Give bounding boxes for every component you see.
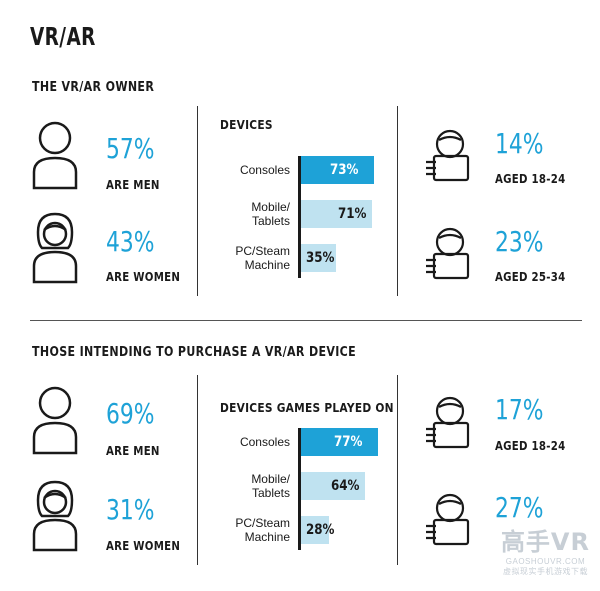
pct-age2-intending: 27% [495, 491, 544, 524]
watermark-tagline: 虚拟现实手机游戏下载 [502, 567, 588, 576]
bar-2 [301, 244, 336, 272]
label-women-intending: ARE WOMEN [106, 539, 181, 553]
label-age2-owner: AGED 25-34 [495, 270, 566, 284]
bar-axis [298, 428, 301, 550]
man-icon [32, 120, 78, 190]
category-label: Consoles [239, 163, 290, 177]
category-label: PC/Steam Machine [235, 516, 290, 544]
label-age1-intending: AGED 18-24 [495, 439, 566, 453]
watermark-logo: 高手VR [500, 528, 590, 556]
bar-0 [301, 428, 378, 456]
person-tablet-icon [424, 395, 476, 451]
category-label: Consoles [239, 435, 290, 449]
person-tablet-icon [424, 492, 476, 548]
label-men-owner: ARE MEN [106, 178, 160, 192]
bar-value-0: 73% [330, 162, 359, 178]
chart-title-devices: DEVICES [220, 117, 273, 132]
watermark-url: GAOSHOUVR.COM [505, 557, 586, 566]
devices-games-bar-chart: Consoles 77% Mobile/ Tablets 64% PC/Steam Ma… [190, 428, 390, 558]
person-tablet-icon [424, 128, 476, 184]
section-divider [30, 320, 582, 321]
man-icon [32, 385, 78, 455]
category-label: Mobile/ Tablets [251, 200, 290, 228]
pct-age1-owner: 14% [495, 127, 544, 160]
pct-age2-owner: 23% [495, 225, 544, 258]
pct-age1-intending: 17% [495, 393, 544, 426]
page-title: VR/AR [30, 22, 96, 51]
chart-title-devices-games: DEVICES GAMES PLAYED ON [220, 400, 394, 415]
divider-right-1 [397, 106, 398, 296]
pct-women-owner: 43% [106, 225, 155, 258]
section-title-owner: THE VR/AR OWNER [32, 80, 155, 95]
bar-axis [298, 156, 301, 278]
divider-left-2 [197, 375, 198, 565]
bar-value-0: 77% [334, 434, 363, 450]
label-women-owner: ARE WOMEN [106, 270, 181, 284]
bar-value-1: 71% [338, 206, 367, 222]
section-title-intending: THOSE INTENDING TO PURCHASE A VR/AR DEVI… [32, 345, 357, 360]
bar-0 [301, 156, 374, 184]
watermark: 高手VR GAOSHOUVR.COM 虚拟现实手机游戏下载 [501, 522, 590, 577]
bar-1 [301, 472, 365, 500]
divider-left-1 [197, 106, 198, 296]
divider-right-2 [397, 375, 398, 565]
person-tablet-icon [424, 226, 476, 282]
bar-2 [301, 516, 329, 544]
devices-bar-chart: Consoles 73% Mobile/ Tablets 71% PC/Steam Ma… [190, 156, 390, 286]
pct-women-intending: 31% [106, 493, 155, 526]
pct-men-owner: 57% [106, 132, 155, 165]
pct-men-intending: 69% [106, 397, 155, 430]
category-label: PC/Steam Machine [235, 244, 290, 272]
bar-1 [301, 200, 372, 228]
bar-value-1: 64% [331, 478, 360, 494]
bar-value-2: 35% [306, 250, 335, 266]
woman-icon [32, 212, 78, 284]
label-men-intending: ARE MEN [106, 444, 160, 458]
label-age1-owner: AGED 18-24 [495, 172, 566, 186]
category-label: Mobile/ Tablets [251, 472, 290, 500]
woman-icon [32, 480, 78, 552]
bar-value-2: 28% [306, 522, 335, 538]
